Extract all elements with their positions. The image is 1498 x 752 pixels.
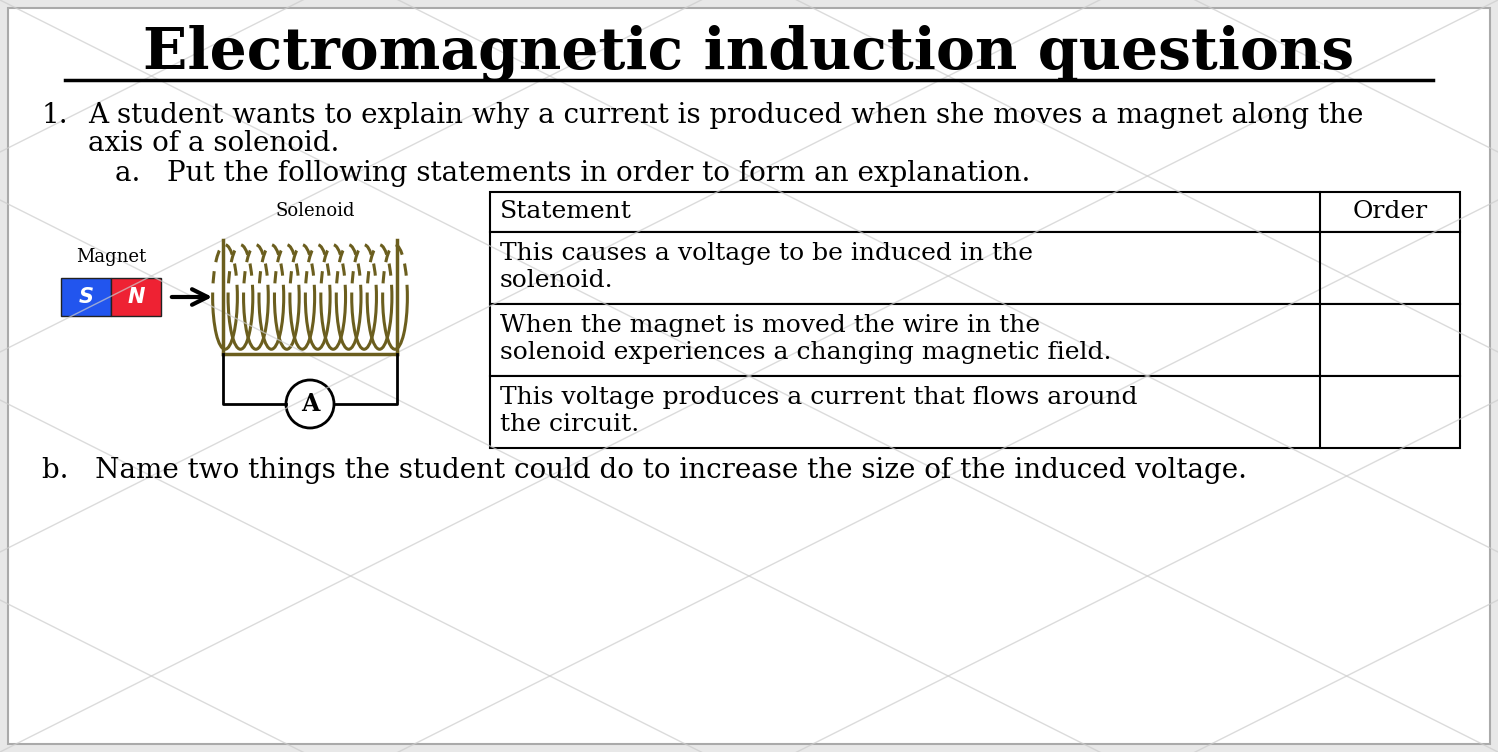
Text: b.   Name two things the student could do to increase the size of the induced vo: b. Name two things the student could do …: [42, 457, 1246, 484]
Text: 1.: 1.: [42, 102, 69, 129]
Text: S: S: [78, 287, 93, 307]
Bar: [490, 304, 1461, 376]
Text: the circuit.: the circuit.: [500, 413, 640, 436]
Text: solenoid experiences a changing magnetic field.: solenoid experiences a changing magnetic…: [500, 341, 1112, 364]
Circle shape: [286, 380, 334, 428]
Text: A student wants to explain why a current is produced when she moves a magnet alo: A student wants to explain why a current…: [88, 102, 1363, 129]
Text: N: N: [127, 287, 145, 307]
Text: This voltage produces a current that flows around: This voltage produces a current that flo…: [500, 386, 1137, 409]
Text: This causes a voltage to be induced in the: This causes a voltage to be induced in t…: [500, 242, 1034, 265]
Text: Magnet: Magnet: [76, 248, 147, 266]
Bar: [111, 278, 160, 316]
Text: Electromagnetic induction questions: Electromagnetic induction questions: [144, 26, 1354, 83]
Bar: [490, 376, 1461, 448]
Text: A: A: [301, 392, 319, 416]
Text: Order: Order: [1353, 201, 1428, 223]
Text: Statement: Statement: [500, 201, 632, 223]
Text: axis of a solenoid.: axis of a solenoid.: [88, 130, 340, 157]
Bar: [490, 232, 1461, 304]
Text: Solenoid: Solenoid: [276, 202, 355, 220]
Bar: [490, 192, 1461, 232]
Text: a.   Put the following statements in order to form an explanation.: a. Put the following statements in order…: [115, 160, 1031, 187]
Text: When the magnet is moved the wire in the: When the magnet is moved the wire in the: [500, 314, 1040, 337]
Text: solenoid.: solenoid.: [500, 269, 614, 292]
Bar: [61, 278, 111, 316]
